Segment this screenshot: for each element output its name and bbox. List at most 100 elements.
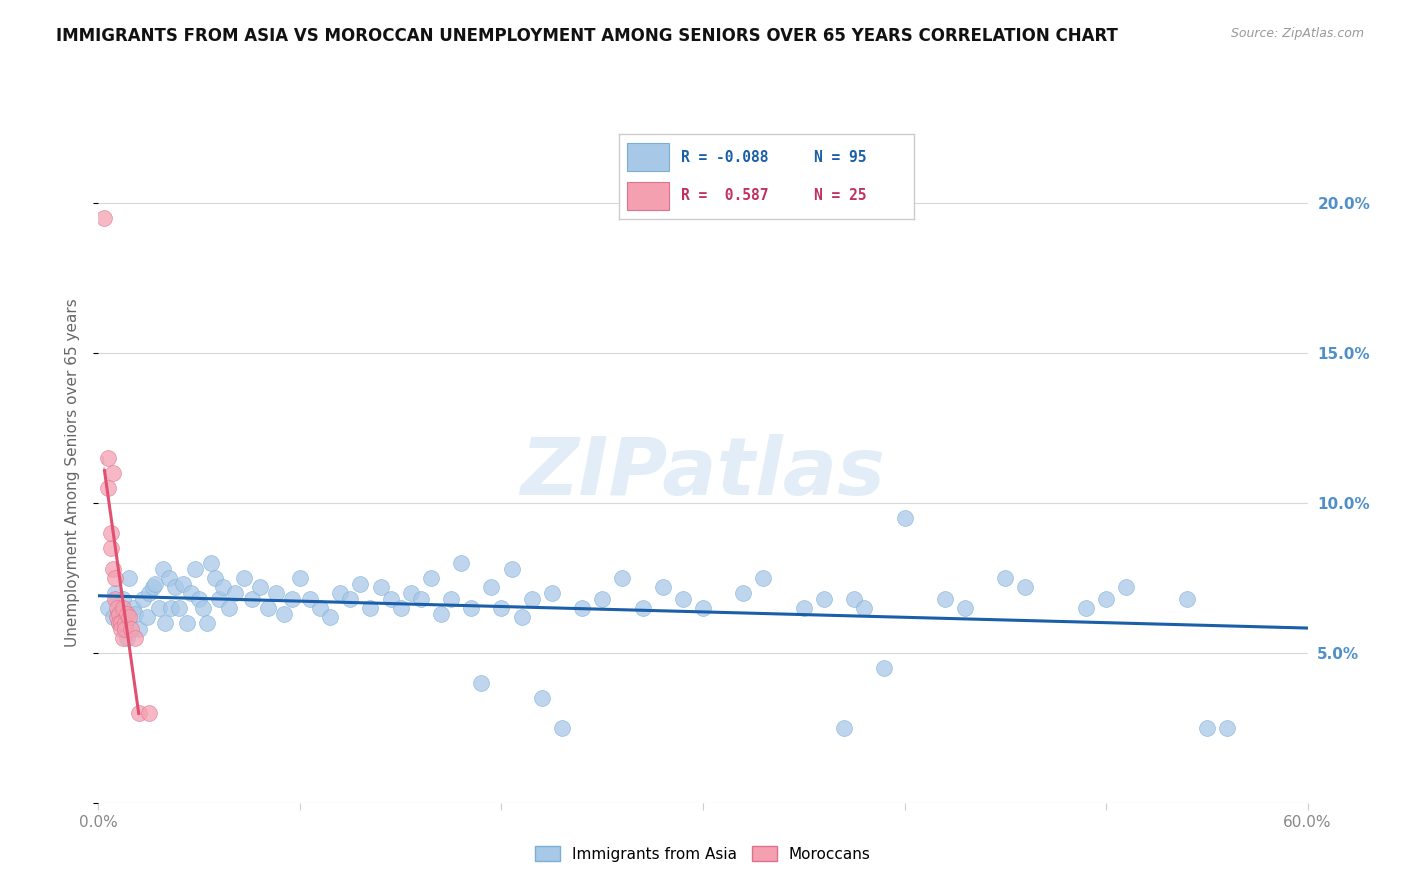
Point <box>180 586 202 600</box>
Point <box>172 576 194 591</box>
Point <box>114 622 136 636</box>
Legend: Immigrants from Asia, Moroccans: Immigrants from Asia, Moroccans <box>529 840 877 868</box>
Point <box>399 586 422 600</box>
Point <box>256 600 278 615</box>
Text: N = 25: N = 25 <box>814 187 866 202</box>
Point <box>97 600 120 615</box>
Point <box>309 600 332 615</box>
Point <box>128 706 150 720</box>
Point <box>1074 600 1097 615</box>
Point <box>224 586 246 600</box>
Point <box>832 721 855 735</box>
Point <box>733 586 755 600</box>
Point <box>1175 591 1198 606</box>
Point <box>1216 721 1239 735</box>
Point <box>143 576 166 591</box>
Point <box>208 591 231 606</box>
Point <box>793 600 815 615</box>
Point <box>288 571 311 585</box>
Point <box>111 600 134 615</box>
Point <box>121 600 143 615</box>
Point <box>93 211 115 225</box>
Point <box>212 580 235 594</box>
Point <box>193 600 215 615</box>
Point <box>200 556 222 570</box>
Point <box>360 600 382 615</box>
Point <box>103 586 125 600</box>
Point <box>103 571 125 585</box>
Point <box>100 541 122 555</box>
Point <box>440 591 463 606</box>
Point <box>167 600 190 615</box>
Point <box>157 571 180 585</box>
Point <box>138 586 160 600</box>
Text: Source: ZipAtlas.com: Source: ZipAtlas.com <box>1230 27 1364 40</box>
Point <box>470 675 492 690</box>
Point <box>752 571 775 585</box>
Point <box>1014 580 1036 594</box>
Point <box>501 562 523 576</box>
Text: IMMIGRANTS FROM ASIA VS MOROCCAN UNEMPLOYMENT AMONG SENIORS OVER 65 YEARS CORREL: IMMIGRANTS FROM ASIA VS MOROCCAN UNEMPLO… <box>56 27 1118 45</box>
Point <box>873 661 896 675</box>
Point <box>111 631 134 645</box>
Y-axis label: Unemployment Among Seniors over 65 years: Unemployment Among Seniors over 65 years <box>65 299 80 647</box>
Point <box>651 580 673 594</box>
Point <box>114 615 136 630</box>
Point <box>107 607 129 621</box>
Point <box>163 580 186 594</box>
Point <box>138 706 160 720</box>
Point <box>160 600 183 615</box>
Point <box>111 591 134 606</box>
Point <box>389 600 412 615</box>
Point <box>319 609 342 624</box>
Text: ZIPatlas: ZIPatlas <box>520 434 886 512</box>
Point <box>273 607 295 621</box>
FancyBboxPatch shape <box>627 143 669 171</box>
Point <box>110 615 132 630</box>
FancyBboxPatch shape <box>627 182 669 211</box>
Point <box>124 631 146 645</box>
Point <box>142 580 165 594</box>
Point <box>152 562 174 576</box>
Point <box>934 591 956 606</box>
Point <box>349 576 371 591</box>
Point <box>97 450 120 465</box>
Point <box>370 580 392 594</box>
Point <box>1115 580 1137 594</box>
Point <box>541 586 564 600</box>
Point <box>893 510 915 524</box>
Point <box>101 562 124 576</box>
Text: R = -0.088: R = -0.088 <box>681 150 768 165</box>
Point <box>153 615 176 630</box>
Point <box>420 571 443 585</box>
Point <box>148 600 170 615</box>
Point <box>672 591 695 606</box>
Point <box>994 571 1017 585</box>
Point <box>409 591 432 606</box>
Point <box>97 481 120 495</box>
Point <box>631 600 654 615</box>
Point <box>107 615 129 630</box>
Point <box>380 591 402 606</box>
Point <box>339 591 361 606</box>
Text: R =  0.587: R = 0.587 <box>681 187 768 202</box>
Point <box>249 580 271 594</box>
Point <box>135 609 157 624</box>
Point <box>132 591 155 606</box>
Point <box>481 580 503 594</box>
Point <box>299 591 322 606</box>
Point <box>692 600 714 615</box>
Point <box>188 591 211 606</box>
Point <box>115 607 138 621</box>
Point <box>450 556 472 570</box>
Point <box>844 591 866 606</box>
Point <box>591 591 613 606</box>
Point <box>105 609 128 624</box>
Point <box>101 609 124 624</box>
Point <box>240 591 263 606</box>
Point <box>204 571 226 585</box>
Point <box>103 591 125 606</box>
Point <box>124 607 146 621</box>
Point <box>115 631 138 645</box>
Point <box>184 562 207 576</box>
